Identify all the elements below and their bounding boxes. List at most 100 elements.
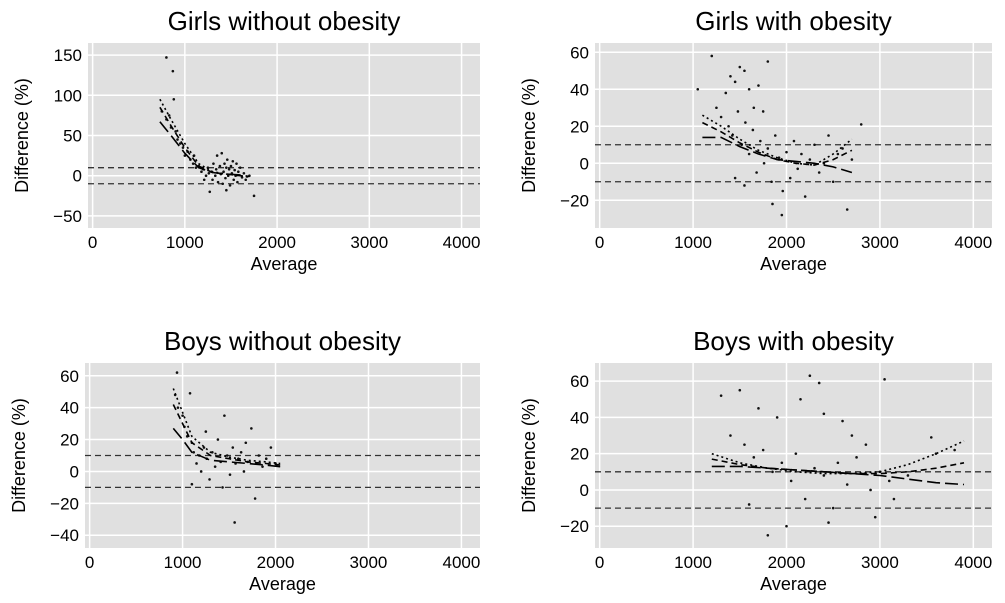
data-point: [172, 98, 176, 101]
data-point: [759, 139, 762, 143]
data-point: [264, 457, 268, 460]
x-tick-label: 4000: [442, 553, 480, 572]
data-point: [195, 462, 198, 465]
data-point: [213, 465, 217, 468]
data-point: [269, 446, 273, 449]
panel-boys-without-obesity: 0 1000 2000 3000 4000 −40 −20 0 20 40 60 Boys witho…: [9, 326, 480, 594]
data-point: [743, 69, 746, 73]
data-point: [780, 213, 784, 217]
data-point: [953, 448, 956, 452]
data-point: [176, 406, 180, 409]
data-point: [770, 180, 773, 184]
data-point: [892, 497, 896, 501]
data-point: [845, 208, 849, 211]
data-point: [771, 202, 774, 206]
data-point: [808, 158, 812, 161]
smooth-line-long-dash: [159, 121, 250, 178]
data-point: [747, 152, 751, 156]
smooth-line-long-dash: [702, 136, 853, 174]
panel-title: Boys without obesity: [164, 326, 401, 356]
plot-background: [595, 363, 992, 548]
data-point: [738, 65, 742, 69]
x-tick-label: 0: [88, 233, 97, 252]
data-point: [242, 172, 246, 175]
data-point: [761, 110, 765, 113]
data-point: [796, 167, 800, 171]
smooth-line-dashed: [172, 404, 281, 466]
data-point: [788, 176, 792, 180]
data-point: [225, 166, 228, 169]
data-point: [733, 176, 737, 180]
data-point: [906, 474, 910, 477]
y-axis-label: Difference (%): [12, 78, 32, 193]
data-point: [242, 470, 246, 473]
x-tick-label: 0: [595, 553, 604, 572]
y-tick-label: −50: [53, 207, 82, 226]
data-point: [221, 182, 224, 186]
data-point: [859, 123, 863, 126]
data-point: [781, 189, 785, 193]
data-point: [751, 128, 755, 132]
data-point: [719, 394, 723, 397]
smooth-line-dotted: [701, 114, 853, 166]
data-point: [771, 470, 774, 474]
data-point: [223, 414, 226, 417]
data-point: [800, 152, 803, 156]
data-point: [175, 371, 179, 374]
data-point: [744, 121, 747, 124]
smooth-line-dashed: [711, 458, 965, 475]
y-tick-label: 60: [570, 43, 589, 62]
y-tick-label: 0: [73, 167, 82, 186]
data-point: [696, 87, 700, 91]
smooth-line-long-dash: [172, 427, 281, 468]
data-point: [785, 524, 788, 528]
y-axis-label: Difference (%): [9, 398, 29, 513]
data-point: [199, 470, 203, 473]
data-point: [822, 474, 826, 477]
data-point: [253, 497, 257, 500]
data-point: [176, 138, 179, 141]
data-point: [171, 69, 175, 73]
data-point: [233, 521, 236, 524]
panel-girls-with-obesity: 0 1000 2000 3000 4000 −20 0 20 40 60 Girls with ob…: [519, 6, 992, 274]
panel-girls-without-obesity: 0 1000 2000 3000 4000 −50 0 50 100 150 Girls witho…: [12, 6, 480, 274]
panel-title: Boys with obesity: [693, 326, 894, 356]
data-point: [204, 174, 208, 178]
data-point: [213, 174, 217, 178]
data-point: [236, 180, 239, 184]
data-point: [869, 488, 872, 492]
y-axis-label: Difference (%): [519, 398, 539, 513]
data-point: [229, 164, 233, 168]
data-point: [208, 190, 212, 194]
data-point: [244, 441, 248, 445]
data-point: [222, 170, 225, 173]
data-point: [244, 178, 248, 182]
data-point: [752, 456, 756, 459]
data-point: [239, 451, 243, 454]
y-tick-label: −40: [50, 526, 79, 545]
data-point: [224, 176, 227, 180]
data-point: [747, 87, 751, 91]
data-point: [211, 178, 214, 182]
x-tick-label: 1000: [166, 233, 204, 252]
data-point: [775, 416, 779, 419]
data-point: [715, 106, 718, 110]
y-tick-label: 60: [570, 372, 589, 391]
panel-title: Girls with obesity: [695, 6, 892, 36]
x-tick-label: 2000: [768, 233, 806, 252]
data-point: [188, 392, 192, 395]
y-tick-label: 40: [570, 408, 589, 427]
data-point: [747, 503, 751, 506]
data-point: [803, 195, 807, 198]
data-point: [204, 430, 208, 433]
data-point: [261, 465, 264, 468]
data-point: [165, 56, 168, 59]
data-point: [174, 130, 177, 133]
data-point: [841, 419, 844, 423]
data-point: [827, 134, 830, 137]
data-point: [167, 114, 171, 117]
data-point: [231, 446, 235, 449]
data-point: [257, 454, 261, 457]
x-axis-label: Average: [251, 254, 318, 274]
